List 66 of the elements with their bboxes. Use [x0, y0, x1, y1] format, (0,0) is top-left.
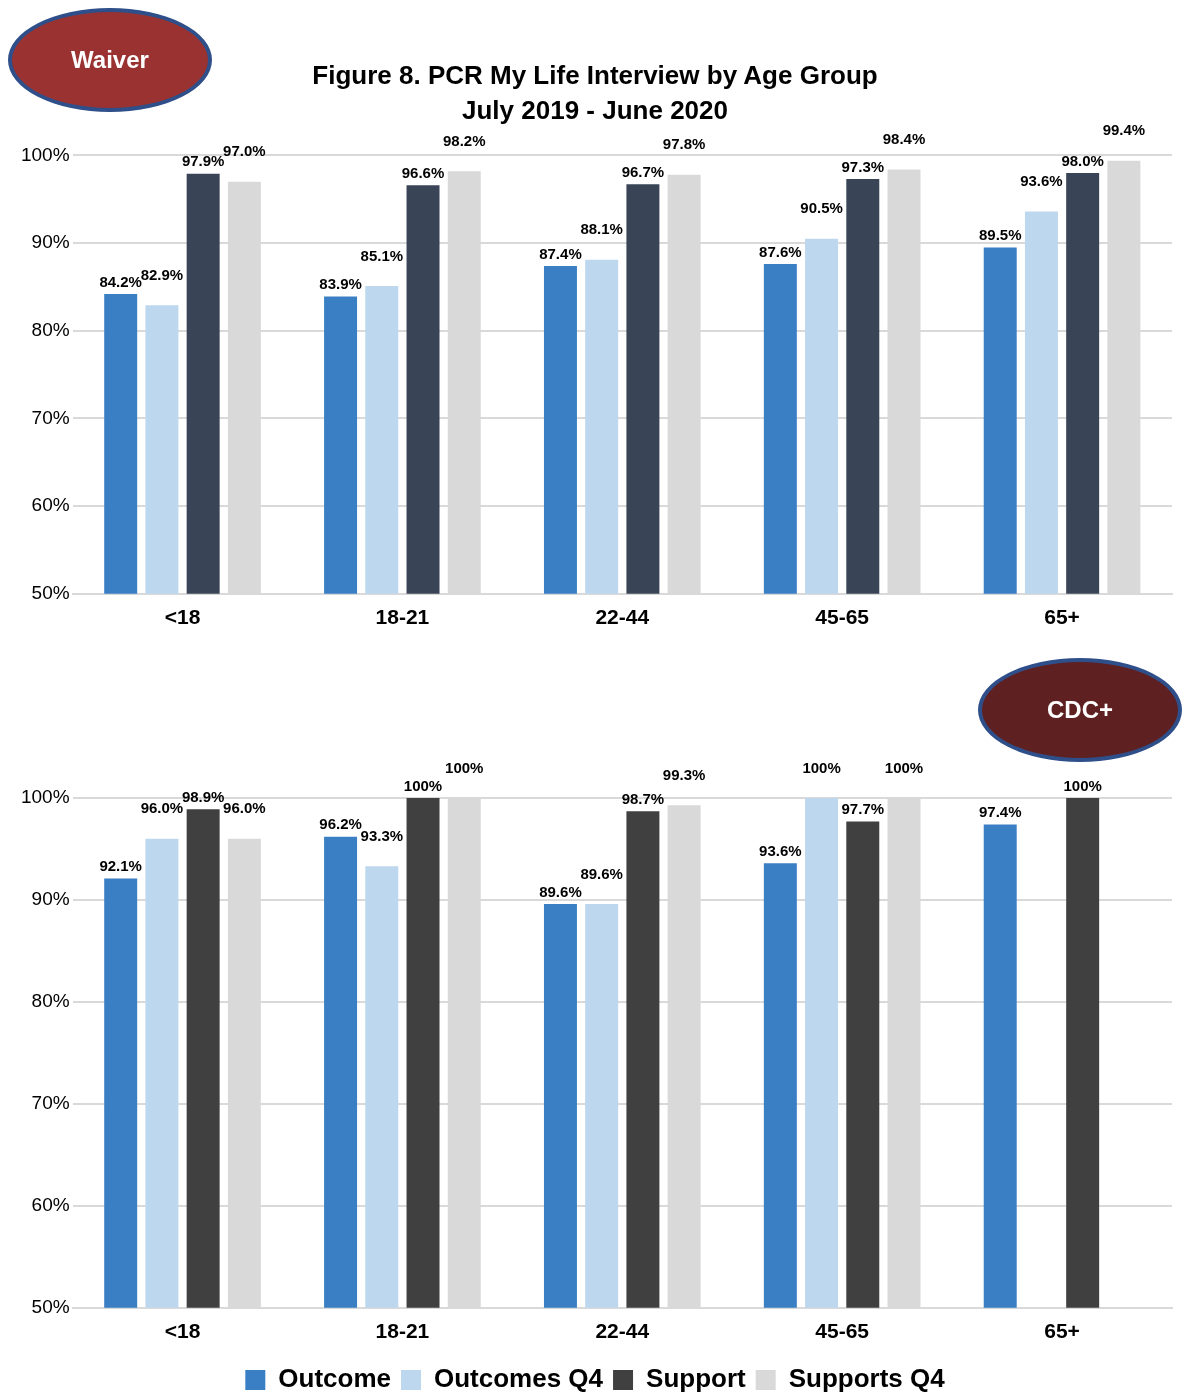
data-label: 90.5% — [800, 199, 843, 217]
y-tick-label: 60% — [31, 1194, 70, 1216]
data-label: 96.2% — [319, 815, 362, 833]
data-label: 92.1% — [99, 857, 142, 875]
x-tick-label: 45-65 — [815, 605, 870, 629]
data-label: 96.0% — [140, 799, 184, 817]
chart-title: Figure 8. PCR My Life Interview by Age Group — [312, 59, 878, 90]
data-label: 89.6% — [580, 864, 623, 882]
y-tick-label: 100% — [20, 143, 70, 165]
chart-subtitle: July 2019 - June 2020 — [462, 94, 728, 125]
data-label: 98.0% — [1061, 151, 1104, 169]
data-label: 99.4% — [1102, 121, 1146, 139]
data-label: 98.9% — [181, 787, 225, 805]
data-label: 100% — [445, 758, 484, 776]
data-label: 100% — [403, 776, 443, 794]
data-label: 97.8% — [662, 135, 706, 153]
text: Waiver — [8, 8, 212, 112]
data-label: 96.7% — [621, 162, 665, 180]
data-label: 97.4% — [978, 803, 1022, 821]
data-label: 87.6% — [759, 242, 802, 260]
y-tick-label: 90% — [31, 888, 70, 910]
data-label: 99.3% — [662, 765, 706, 783]
x-tick-label: <18 — [164, 1319, 201, 1343]
x-tick-label: 45-65 — [815, 1319, 870, 1343]
data-label: 98.4% — [882, 130, 926, 148]
data-label: 98.7% — [621, 789, 665, 807]
data-label: 84.2% — [99, 272, 142, 290]
data-label: 97.7% — [841, 800, 885, 818]
data-label: 96.6% — [401, 163, 445, 181]
data-label: 93.6% — [1020, 172, 1063, 190]
text: CDC+ — [978, 658, 1182, 762]
data-label: 89.5% — [978, 226, 1022, 244]
data-label: 88.1% — [580, 220, 623, 238]
y-tick-label: 80% — [31, 318, 70, 340]
data-label: 87.4% — [539, 244, 582, 262]
data-label: 97.3% — [841, 157, 885, 175]
x-tick-label: 65+ — [1044, 605, 1080, 629]
data-label: 89.6% — [539, 882, 582, 900]
y-tick-label: 70% — [31, 1092, 70, 1114]
data-label: 100% — [802, 758, 841, 776]
x-tick-label: 65+ — [1044, 1319, 1080, 1343]
legend-label: Supports Q4 — [788, 1363, 946, 1393]
x-tick-label: 18-21 — [375, 1319, 430, 1343]
legend-label: Outcome — [278, 1363, 391, 1393]
legend-label: Outcomes Q4 — [433, 1363, 604, 1393]
x-tick-label: 22-44 — [595, 1319, 650, 1343]
data-label: 96.0% — [223, 799, 266, 817]
y-tick-label: 100% — [20, 786, 70, 808]
data-label: 100% — [1063, 776, 1102, 794]
x-tick-label: 18-21 — [375, 605, 430, 629]
y-tick-label: 50% — [31, 1296, 70, 1318]
y-tick-label: 70% — [31, 406, 70, 428]
x-tick-label: 22-44 — [595, 605, 650, 629]
data-label: 100% — [884, 758, 924, 776]
x-tick-label: <18 — [164, 605, 201, 629]
y-tick-label: 90% — [31, 231, 70, 253]
data-label: 97.0% — [223, 142, 266, 160]
y-tick-label: 50% — [31, 582, 70, 604]
data-label: 98.2% — [442, 131, 486, 149]
y-tick-label: 80% — [31, 990, 70, 1012]
data-label: 93.6% — [759, 841, 802, 859]
data-label: 85.1% — [360, 246, 404, 264]
legend-label: Support — [646, 1363, 747, 1393]
y-tick-label: 60% — [31, 494, 70, 516]
data-label: 97.9% — [181, 152, 225, 170]
data-label: 83.9% — [319, 275, 362, 293]
